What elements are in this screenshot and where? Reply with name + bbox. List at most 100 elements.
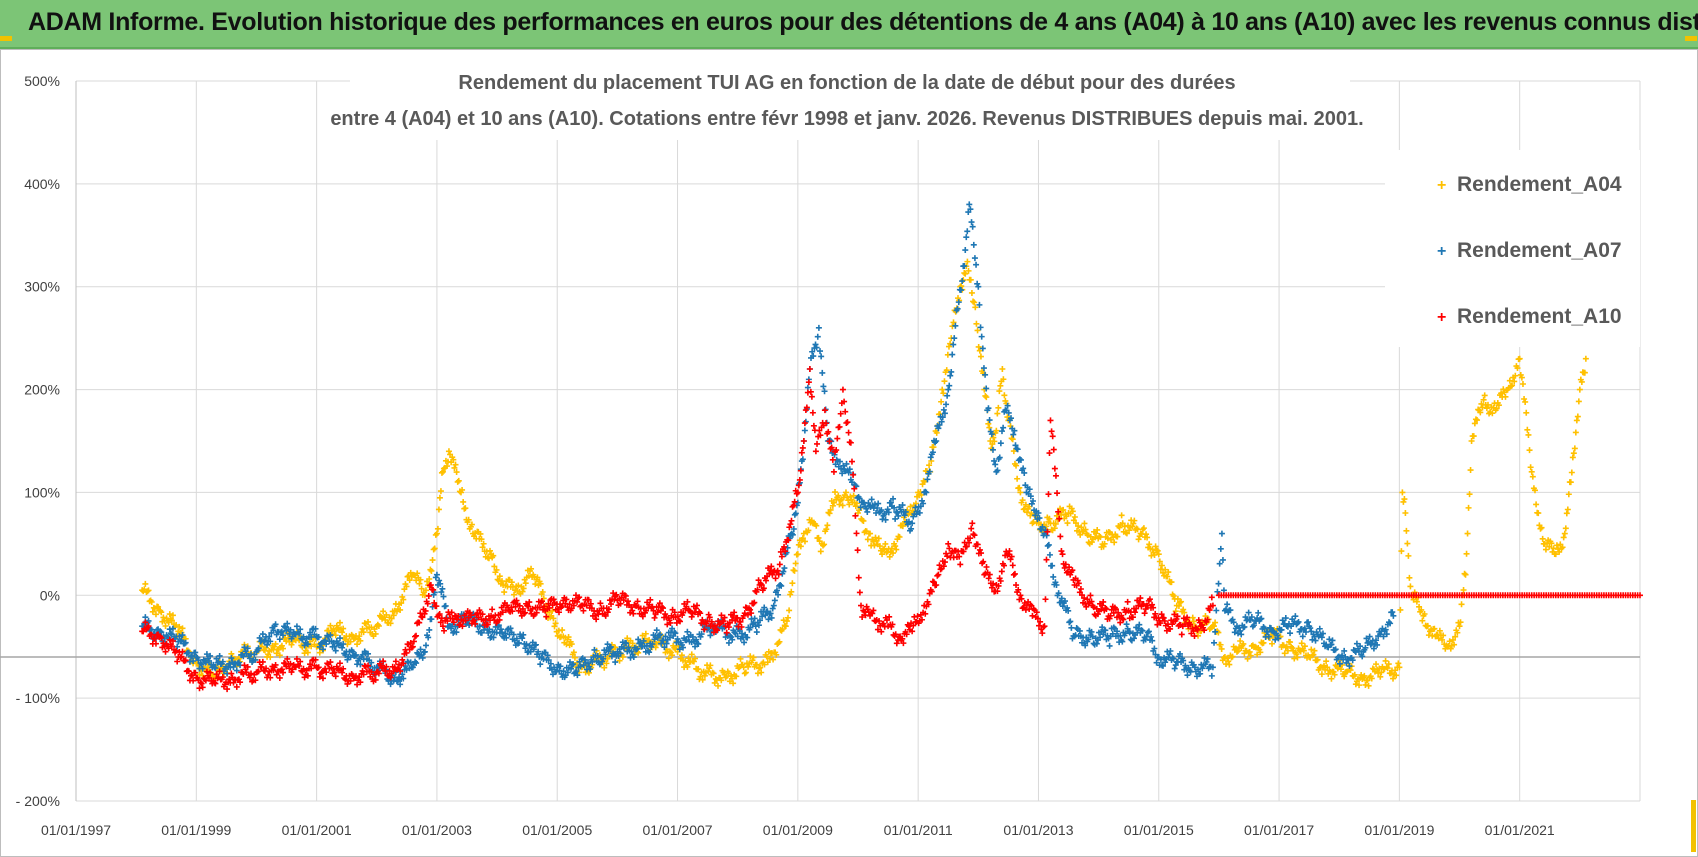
- data-point-interp-rendement-a04: [437, 488, 444, 495]
- data-point-rendement-a10: [1059, 551, 1066, 558]
- data-point-interp-rendement-a04: [1212, 619, 1219, 626]
- data-point-interp-rendement-a07: [985, 405, 992, 412]
- data-point-interp-rendement-a10: [791, 498, 798, 505]
- data-point-interp-rendement-a10: [166, 636, 173, 643]
- data-point-interp-rendement-a04: [781, 622, 788, 629]
- data-point-interp-rendement-a04: [1013, 462, 1020, 469]
- data-point-interp-rendement-a10: [1039, 630, 1046, 637]
- data-point-interp-rendement-a10: [864, 606, 871, 613]
- data-point-interp-rendement-a07: [1295, 618, 1302, 625]
- data-point-interp-rendement-a04: [624, 635, 631, 642]
- data-point-interp-rendement-a04: [1096, 533, 1103, 540]
- data-point-interp-rendement-a10: [536, 604, 543, 611]
- data-point-interp-rendement-a07: [1275, 635, 1282, 642]
- data-point-interp-rendement-a04: [1078, 524, 1085, 531]
- data-point-interp-rendement-a04: [356, 633, 363, 640]
- data-point-interp-rendement-a07: [340, 641, 347, 648]
- data-point-interp-rendement-a07: [885, 509, 892, 516]
- data-point-interp-rendement-a04: [893, 546, 900, 553]
- data-point-interp-rendement-a07: [1170, 655, 1177, 662]
- data-point-interp-rendement-a10: [925, 601, 932, 608]
- data-point-interp-rendement-a10: [684, 598, 691, 605]
- data-point-interp-rendement-a10: [833, 447, 840, 454]
- data-point-rendement-a04: [1516, 355, 1523, 362]
- data-point-interp-rendement-a10: [697, 610, 704, 617]
- data-point-interp-rendement-a10: [721, 614, 728, 621]
- data-point-interp-rendement-a04: [1418, 606, 1425, 613]
- data-point-interp-rendement-a10: [1137, 595, 1144, 602]
- data-point-interp-rendement-a04: [1052, 520, 1059, 527]
- data-point-interp-rendement-a07: [417, 646, 424, 653]
- data-point-interp-rendement-a04: [568, 641, 575, 648]
- data-point-interp-rendement-a04: [1341, 673, 1348, 680]
- data-point-interp-rendement-a04: [1126, 527, 1133, 534]
- data-point-interp-rendement-a07: [594, 653, 601, 660]
- data-point-interp-rendement-a04: [459, 486, 466, 493]
- data-point-interp-rendement-a04: [930, 444, 937, 451]
- data-point-interp-rendement-a04: [785, 614, 792, 621]
- data-point-interp-rendement-a04: [926, 462, 933, 469]
- data-point-interp-rendement-a04: [1131, 517, 1138, 524]
- data-point-interp-rendement-a04: [1465, 504, 1472, 511]
- legend-label-a10: Rendement_A10: [1457, 305, 1622, 328]
- data-point-interp-rendement-a04: [1538, 524, 1545, 531]
- data-point-interp-rendement-a10: [1181, 621, 1188, 628]
- data-point-interp-rendement-a10: [467, 612, 474, 619]
- data-point-interp-rendement-a07: [1359, 653, 1366, 660]
- data-point-interp-rendement-a04: [1493, 405, 1500, 412]
- data-point-interp-rendement-a04: [1461, 570, 1468, 577]
- data-point-interp-rendement-a04: [1104, 535, 1111, 542]
- data-point-interp-rendement-a04: [435, 506, 442, 513]
- data-point-interp-rendement-a04: [1406, 574, 1413, 581]
- data-point-interp-rendement-a07: [612, 659, 619, 666]
- data-point-interp-rendement-a10: [529, 605, 536, 612]
- data-point-interp-rendement-a10: [368, 668, 375, 675]
- data-point-interp-rendement-a04: [1063, 513, 1070, 520]
- data-point-interp-rendement-a04: [1405, 552, 1412, 559]
- data-point-interp-rendement-a04: [1246, 648, 1253, 655]
- corner-mark-bottom-right: [1691, 800, 1696, 852]
- data-point-interp-rendement-a04: [616, 657, 623, 664]
- data-point-interp-rendement-a07: [1195, 666, 1202, 673]
- data-point-interp-rendement-a07: [1032, 512, 1039, 519]
- data-point-interp-rendement-a07: [533, 641, 539, 648]
- data-point-interp-rendement-a10: [1061, 564, 1068, 571]
- data-point-interp-rendement-a04: [997, 382, 1004, 389]
- data-point-interp-rendement-a07: [1029, 497, 1036, 504]
- data-point-interp-rendement-a10: [479, 611, 486, 618]
- data-point-interp-rendement-a10: [525, 603, 532, 610]
- data-point-interp-rendement-a04: [601, 664, 608, 671]
- x-tick-label: 01/01/2011: [884, 822, 953, 838]
- data-point-interp-rendement-a07: [244, 645, 251, 652]
- data-point-interp-rendement-a04: [933, 429, 940, 436]
- data-point-rendement-a10: [704, 618, 711, 624]
- data-point-interp-rendement-a04: [491, 563, 498, 570]
- data-point-interp-rendement-a07: [1014, 446, 1021, 453]
- data-point-interp-rendement-a07: [868, 496, 875, 503]
- data-point-interp-rendement-a07: [948, 368, 955, 375]
- data-point-interp-rendement-a10: [613, 591, 620, 598]
- data-point-interp-rendement-a07: [1088, 628, 1095, 635]
- data-point-interp-rendement-a10: [1115, 609, 1122, 616]
- data-point-rendement-a04: [1378, 669, 1385, 676]
- data-point-interp-rendement-a07: [875, 500, 882, 507]
- data-point-interp-rendement-a07: [625, 644, 632, 651]
- data-point-interp-rendement-a04: [339, 629, 346, 636]
- data-point-interp-rendement-a04: [1393, 672, 1400, 679]
- data-point-interp-rendement-a07: [1312, 637, 1319, 644]
- data-point-interp-rendement-a04: [1284, 647, 1291, 654]
- data-point-interp-rendement-a07: [213, 655, 220, 662]
- data-point-interp-rendement-a10: [556, 609, 562, 616]
- data-point-rendement-a04: [842, 489, 849, 496]
- data-point-interp-rendement-a07: [640, 637, 647, 644]
- data-point-interp-rendement-a07: [1144, 629, 1151, 636]
- data-point-interp-rendement-a10: [585, 596, 592, 603]
- data-point-interp-rendement-a10: [299, 668, 306, 675]
- data-point-rendement-a10: [800, 438, 807, 444]
- data-point-interp-rendement-a10: [533, 609, 540, 616]
- data-point-interp-rendement-a07: [813, 344, 820, 351]
- data-point-interp-rendement-a07: [553, 668, 560, 675]
- data-point-rendement-a07: [945, 386, 952, 393]
- data-point-interp-rendement-a04: [1226, 661, 1233, 668]
- data-point-interp-rendement-a10: [174, 658, 181, 665]
